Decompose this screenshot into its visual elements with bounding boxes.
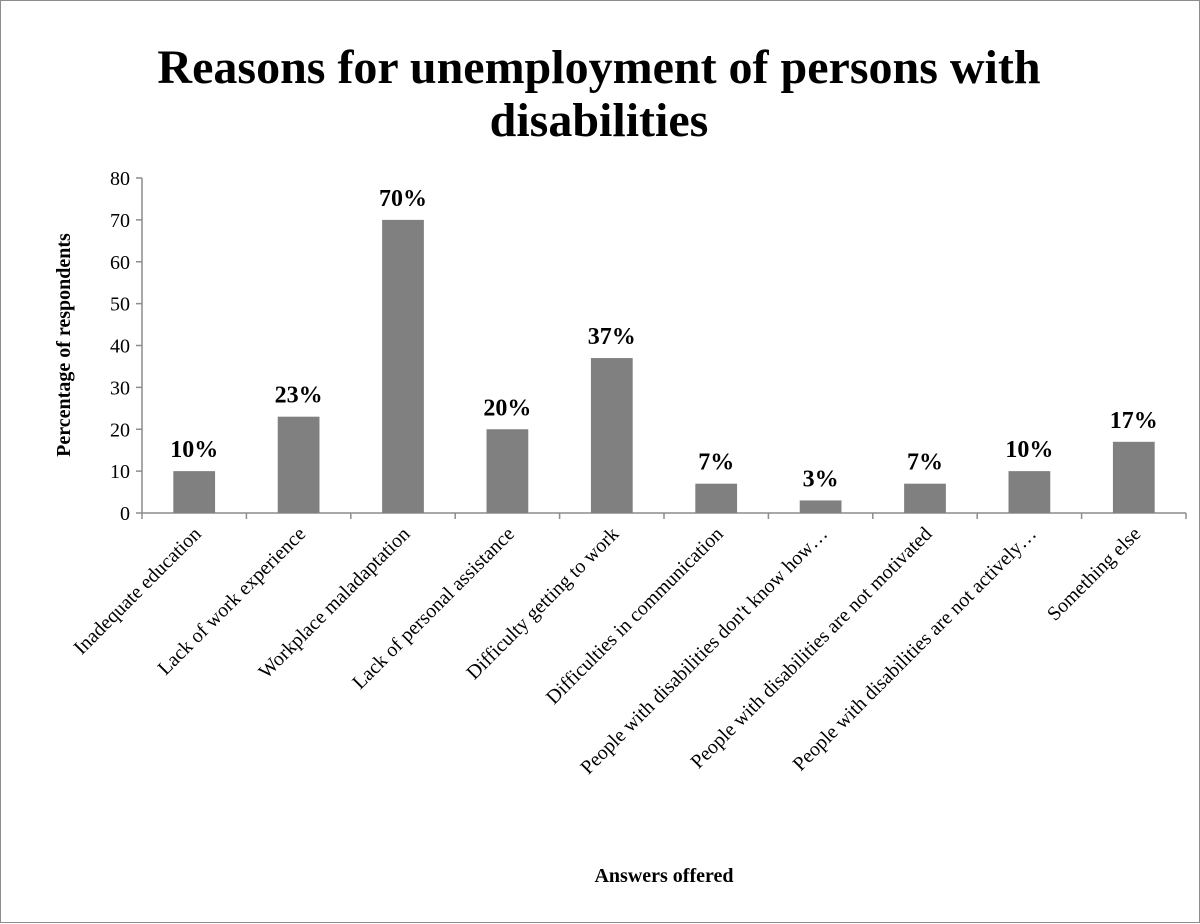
y-tick-label: 20 (110, 419, 130, 441)
data-labels: 10% 23% 70% 20% 37% 7% 3% 7% 10% 17% (170, 186, 1158, 493)
data-label: 17% (1110, 408, 1158, 434)
data-label: 23% (275, 383, 323, 409)
bar (904, 483, 946, 513)
bars (173, 219, 1155, 513)
y-tick-label: 50 (110, 294, 130, 316)
y-tick-label: 10 (110, 461, 130, 483)
data-label: 10% (1005, 437, 1053, 463)
y-axis-title: Percentage of respondents (53, 233, 75, 457)
data-label: 37% (588, 324, 636, 350)
y-ticks: 0 10 20 30 40 50 60 70 80 (110, 168, 142, 525)
bar (590, 358, 633, 513)
bar (1112, 441, 1155, 513)
data-label: 3% (803, 466, 839, 492)
x-ticks (141, 513, 1187, 519)
y-tick-label: 40 (110, 336, 130, 358)
chart-title-line-2: disabilities (490, 94, 709, 147)
bar (695, 483, 738, 513)
bar (1008, 471, 1051, 513)
y-tick-label: 60 (110, 252, 130, 274)
bar (486, 429, 529, 513)
bar (382, 219, 424, 513)
data-label: 7% (907, 450, 943, 476)
x-tick-label: Difficulties in communication (542, 523, 728, 709)
chart-title-line-1: Reasons for unemployment of persons with (157, 41, 1040, 94)
x-tick-label: People with disabilities are not activel… (789, 523, 1041, 775)
bar (799, 500, 842, 513)
data-label: 10% (170, 437, 218, 463)
x-axis-title: Answers offered (594, 865, 733, 887)
y-tick-label: 80 (110, 168, 130, 190)
data-label: 70% (379, 186, 427, 212)
x-tick-label: Something else (1043, 523, 1145, 625)
y-tick-label: 30 (110, 377, 130, 399)
data-label: 20% (483, 395, 531, 421)
data-label: 7% (698, 450, 734, 476)
bar (277, 416, 320, 513)
y-tick-label: 0 (120, 503, 130, 525)
bar (173, 471, 216, 513)
y-tick-label: 70 (110, 210, 130, 232)
